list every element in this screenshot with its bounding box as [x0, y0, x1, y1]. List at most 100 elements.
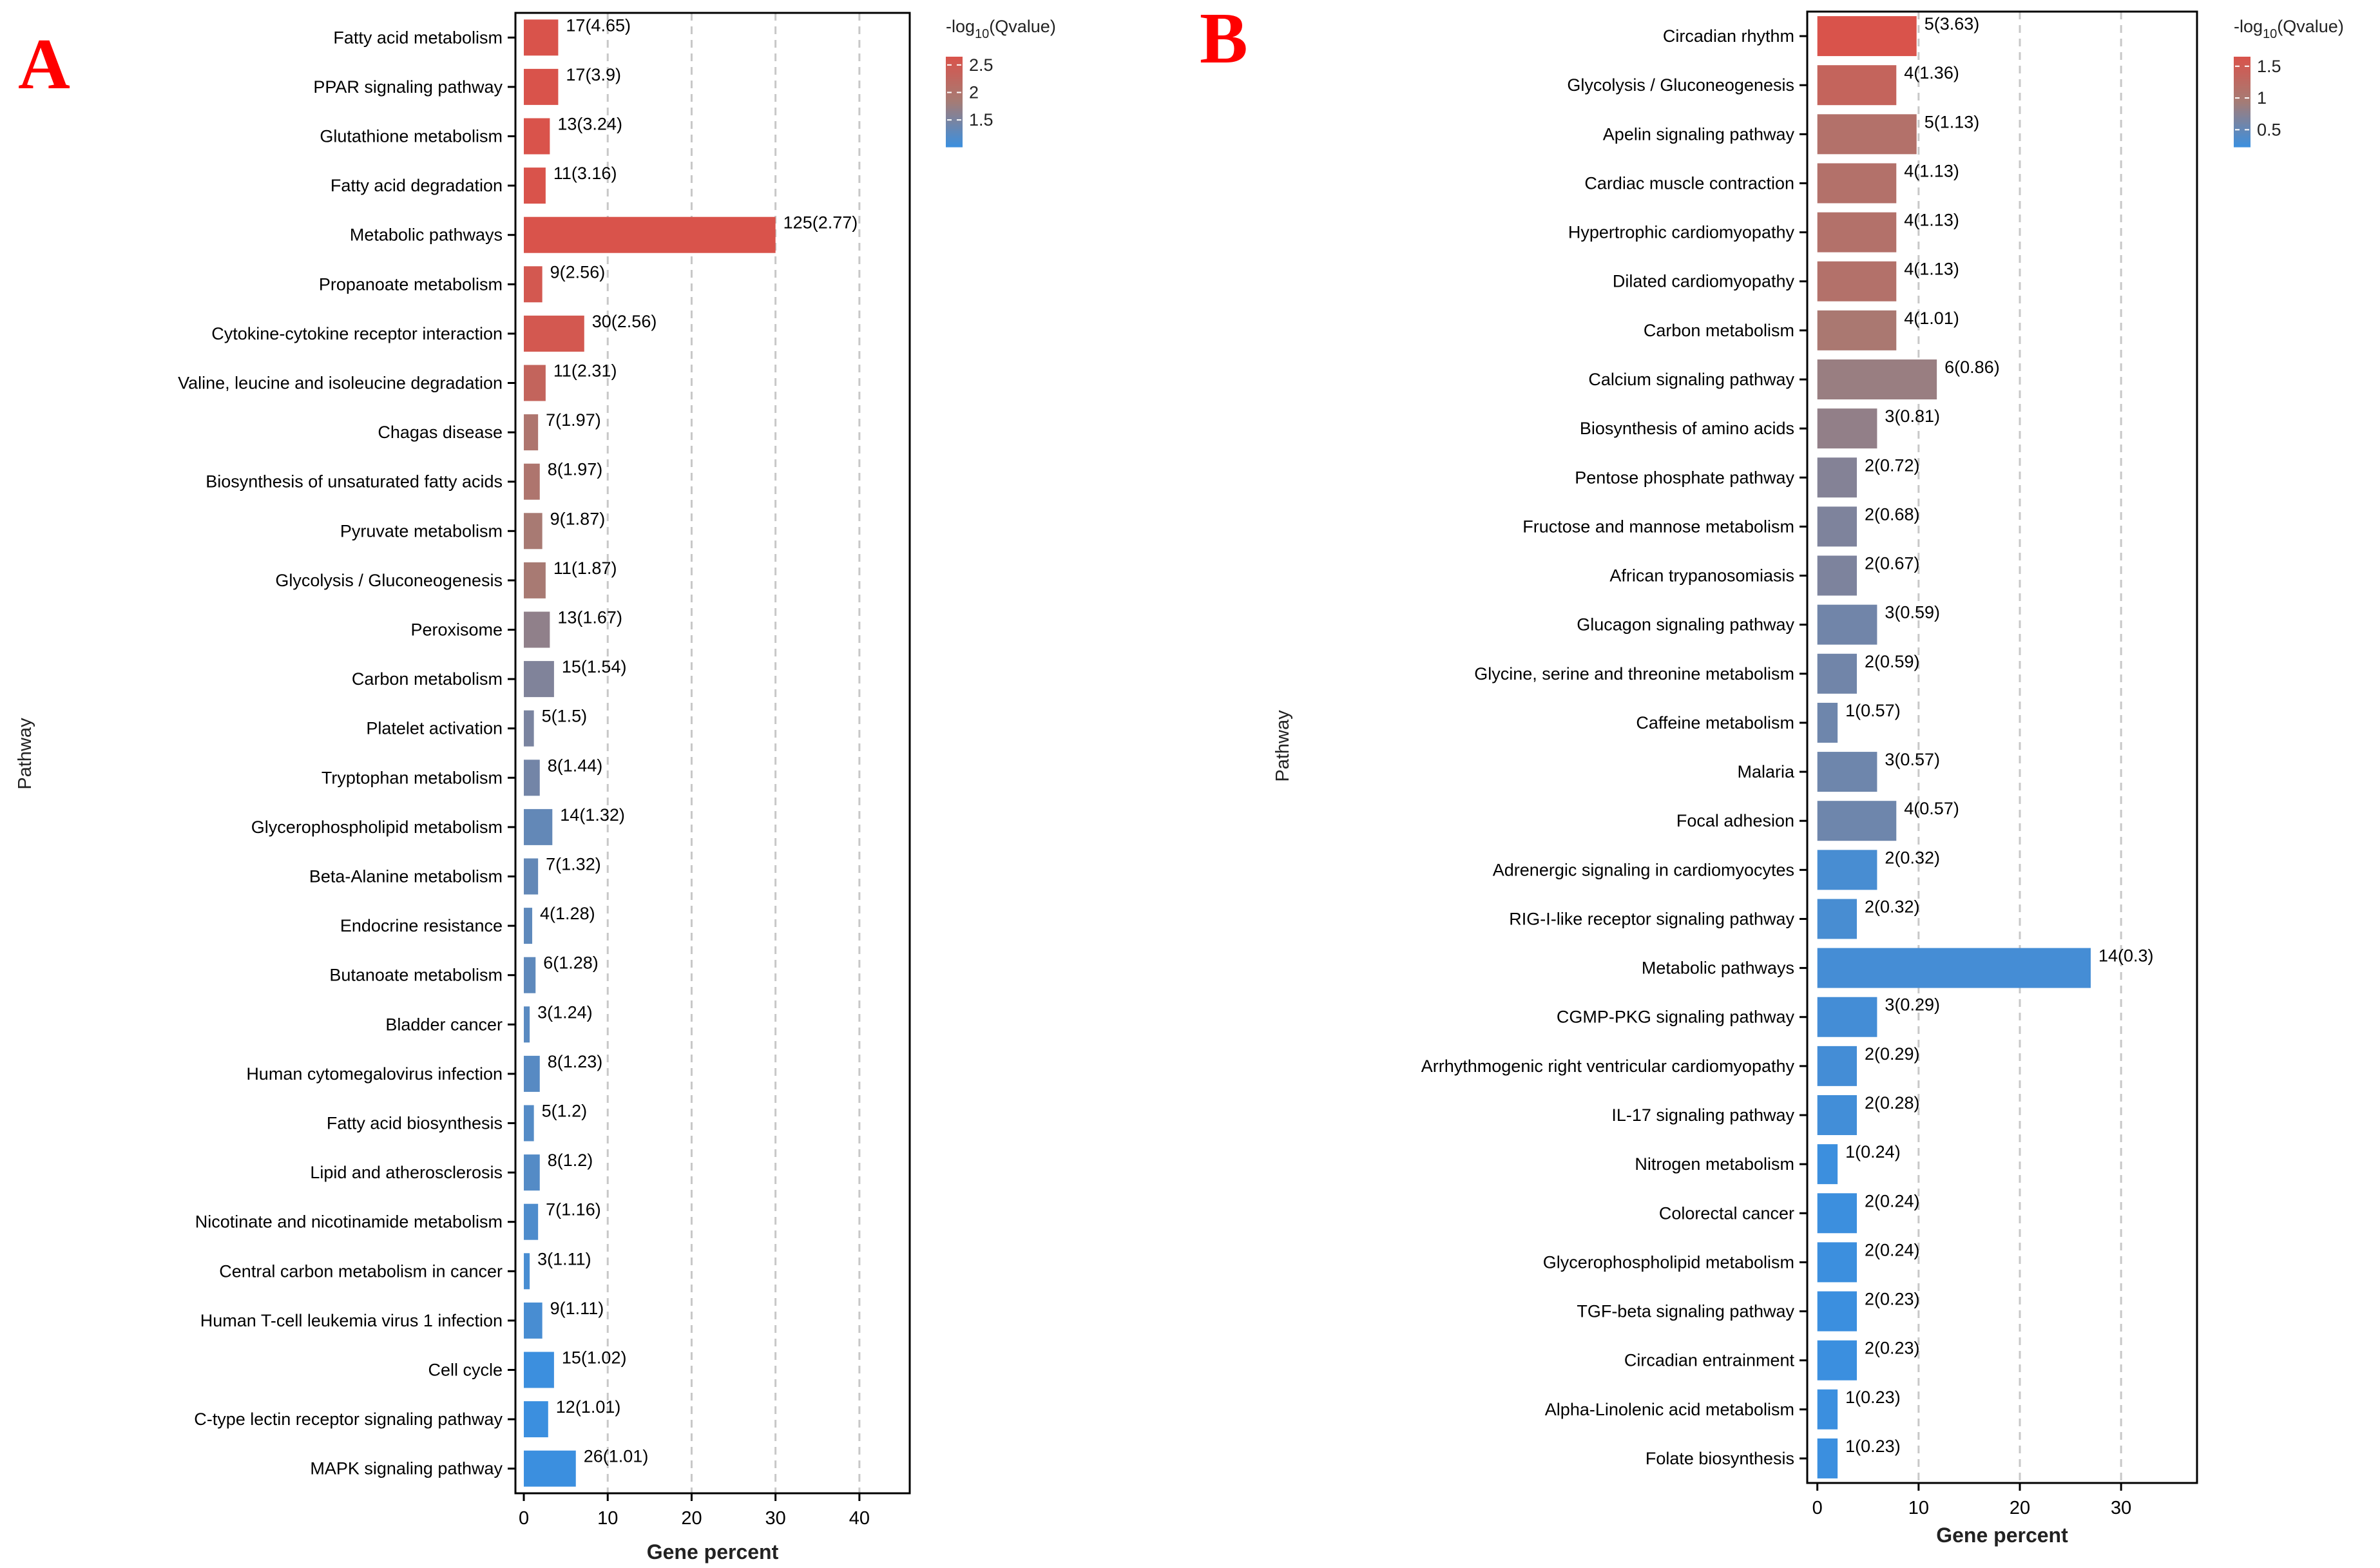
legend-gradient-step [2234, 79, 2250, 82]
bar [1817, 65, 1897, 106]
bar [1817, 653, 1857, 694]
bar [1817, 948, 2091, 988]
bar [1817, 16, 1917, 57]
data-label: 8(1.23) [548, 1052, 603, 1071]
category-label: MAPK signaling pathway [310, 1459, 503, 1478]
data-label: 15(1.02) [562, 1348, 627, 1368]
legend-gradient-step [2234, 144, 2250, 148]
data-label: 2(0.32) [1885, 848, 1940, 867]
bar [1817, 801, 1897, 841]
category-label: Alpha-Linolenic acid metabolism [1545, 1400, 1794, 1419]
category-label: Calcium signaling pathway [1588, 370, 1794, 389]
legend-gradient-step [946, 93, 963, 96]
category-label: Glucagon signaling pathway [1577, 615, 1794, 635]
x-tick-label: 10 [1908, 1498, 1929, 1518]
data-label: 14(1.32) [560, 805, 625, 825]
bar [524, 1203, 539, 1240]
legend-gradient-step [2234, 57, 2250, 60]
legend-gradient-step [946, 138, 963, 141]
data-label: 12(1.01) [556, 1397, 621, 1417]
bar [1817, 899, 1857, 939]
bar [524, 1302, 542, 1339]
bar [524, 1253, 530, 1290]
data-label: 3(1.11) [537, 1249, 591, 1268]
data-label: 8(1.2) [548, 1151, 593, 1170]
bar [524, 414, 539, 451]
legend-gradient-step [946, 122, 963, 125]
legend-gradient-step [2234, 117, 2250, 120]
legend-gradient-step [946, 142, 963, 146]
category-label: Fatty acid metabolism [333, 28, 503, 47]
category-label: Biosynthesis of amino acids [1580, 419, 1794, 438]
data-label: 6(0.86) [1944, 358, 2000, 377]
data-label: 1(0.23) [1845, 1388, 1901, 1407]
data-label: 6(1.28) [543, 953, 599, 973]
category-label: Butanoate metabolism [329, 966, 503, 985]
legend-gradient-step [946, 99, 963, 102]
category-label: Circadian rhythm [1663, 26, 1794, 46]
data-label: 2(0.67) [1865, 554, 1920, 573]
legend-gradient-step [946, 144, 963, 148]
legend-gradient-step [2234, 124, 2250, 128]
data-label: 2(0.24) [1865, 1191, 1920, 1210]
data-label: 3(0.29) [1885, 995, 1940, 1015]
category-label: Focal adhesion [1676, 811, 1794, 830]
legend-gradient-step [2234, 142, 2250, 146]
category-label: Cardiac muscle contraction [1584, 173, 1794, 193]
bar [1817, 212, 1897, 253]
legend-gradient-step [2234, 111, 2250, 114]
data-label: 11(2.31) [553, 361, 617, 381]
category-label: Glycolysis / Gluconeogenesis [275, 571, 503, 590]
bar [1817, 261, 1897, 301]
category-label: Circadian entrainment [1624, 1351, 1795, 1370]
bar [524, 463, 540, 500]
category-label: Dilated cardiomyopathy [1613, 272, 1795, 291]
x-tick-label: 10 [597, 1508, 618, 1529]
legend-gradient-step [946, 72, 963, 75]
category-label: Fatty acid degradation [331, 176, 503, 195]
data-label: 2(0.23) [1865, 1290, 1920, 1309]
bar [524, 1352, 554, 1388]
legend-gradient-step [2234, 77, 2250, 80]
legend-gradient-step [946, 115, 963, 119]
x-tick-label: 20 [2010, 1498, 2030, 1518]
bar [1817, 1438, 1838, 1478]
bar [524, 808, 553, 845]
legend-gradient-step [2234, 133, 2250, 137]
bar [524, 1055, 540, 1092]
category-label: Human T-cell leukemia virus 1 infection [200, 1311, 503, 1330]
bar [524, 167, 546, 204]
legend-gradient-step [946, 140, 963, 143]
category-label: Cytokine-cytokine receptor interaction [211, 324, 503, 343]
legend-gradient-step [2234, 122, 2250, 125]
category-label: Caffeine metabolism [1636, 713, 1794, 732]
data-label: 17(3.9) [566, 65, 621, 84]
x-tick-label: 0 [1812, 1498, 1823, 1518]
bar [524, 661, 554, 698]
x-tick-label: 30 [2111, 1498, 2131, 1518]
category-label: Central carbon metabolism in cancer [219, 1261, 503, 1281]
category-label: Metabolic pathways [1642, 959, 1794, 978]
category-label: Human cytomegalovirus infection [246, 1064, 503, 1084]
legend-gradient-step [2234, 108, 2250, 111]
legend-gradient-step [946, 124, 963, 128]
data-label: 30(2.56) [592, 312, 657, 331]
legend-gradient-step [946, 66, 963, 69]
legend-gradient-step [946, 59, 963, 62]
legend-tick-label: 1.5 [969, 110, 993, 129]
data-label: 4(1.13) [1904, 260, 1959, 279]
data-label: 8(1.97) [548, 460, 603, 479]
legend-gradient-step [946, 61, 963, 64]
bar [1817, 702, 1838, 743]
bar [1817, 997, 1877, 1037]
data-label: 17(4.65) [566, 15, 631, 35]
legend-gradient-step [2234, 113, 2250, 116]
y-axis-label: Pathway [1272, 710, 1293, 782]
category-label: Fructose and mannose metabolism [1522, 517, 1794, 536]
category-label: Fatty acid biosynthesis [327, 1114, 503, 1133]
y-axis-label: Pathway [15, 718, 35, 790]
legend-gradient-step [2234, 129, 2250, 132]
bar [524, 365, 546, 401]
legend-gradient-step [2234, 81, 2250, 84]
